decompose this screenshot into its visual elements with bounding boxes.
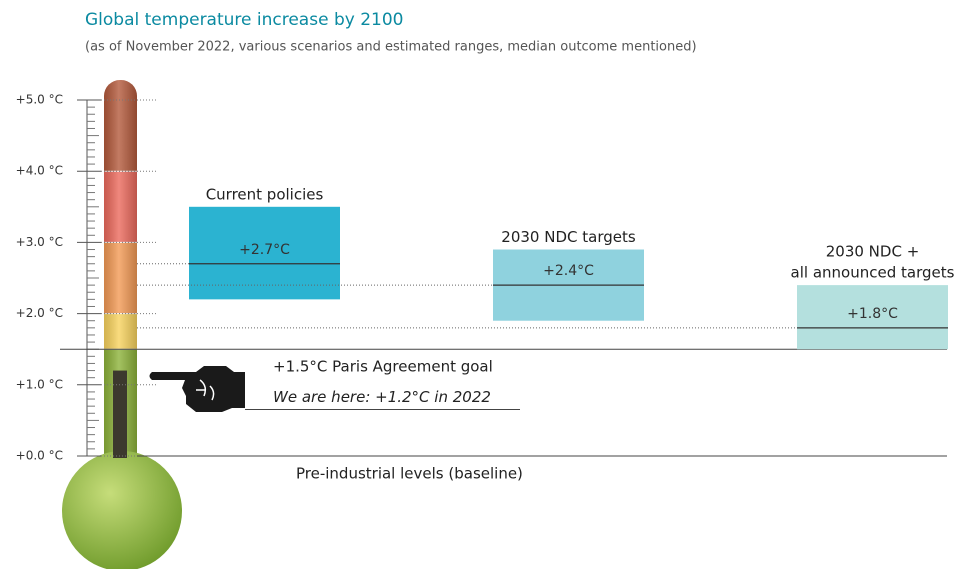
chart-title: Global temperature increase by 2100 — [85, 10, 403, 30]
current-label: We are here: +1.2°C in 2022 — [273, 388, 491, 406]
range-box — [797, 285, 948, 350]
y-tick-label: +0.0 °C — [16, 449, 63, 463]
range-box — [189, 206, 340, 300]
y-tick-label: +3.0 °C — [16, 235, 63, 249]
pointing-hand — [149, 366, 245, 412]
scenario-label: 2030 NDC + — [826, 243, 920, 261]
scenario-label: Current policies — [206, 185, 324, 203]
current-level-bar — [113, 370, 127, 458]
median-label: +2.7°C — [239, 242, 290, 258]
goal-label: +1.5°C Paris Agreement goal — [273, 358, 493, 376]
y-tick-label: +1.0 °C — [16, 377, 63, 391]
chart-subtitle: (as of November 2022, various scenarios … — [85, 40, 697, 55]
y-tick-label: +2.0 °C — [16, 306, 63, 320]
y-tick-label: +5.0 °C — [16, 93, 63, 107]
scenario-label: all announced targets — [791, 264, 955, 282]
median-label: +1.8°C — [847, 306, 898, 322]
y-tick-label: +4.0 °C — [16, 164, 63, 178]
median-label: +2.4°C — [543, 263, 594, 279]
thermometer-tube — [104, 80, 137, 480]
hand-detail — [196, 379, 215, 401]
baseline-label: Pre-industrial levels (baseline) — [296, 465, 523, 483]
scenario-label: 2030 NDC targets — [501, 228, 636, 246]
thermometer-bulb — [62, 451, 182, 569]
